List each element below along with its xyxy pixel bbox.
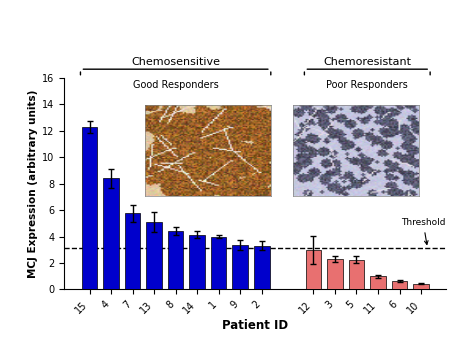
Text: Threshold: Threshold [400, 218, 444, 245]
X-axis label: Patient ID: Patient ID [222, 319, 288, 332]
Bar [146, 222, 162, 289]
Bar [348, 260, 364, 289]
Text: Chemosensitive: Chemosensitive [131, 57, 220, 67]
Bar [326, 259, 342, 289]
Text: Good Responders: Good Responders [133, 80, 218, 90]
Bar [103, 178, 118, 289]
Bar [124, 213, 140, 289]
Bar [305, 250, 320, 289]
Text: Poor Responders: Poor Responders [326, 80, 407, 90]
Bar [189, 234, 204, 289]
Y-axis label: MCJ Expression (arbitrary units): MCJ Expression (arbitrary units) [28, 89, 38, 278]
Bar [413, 283, 428, 289]
Bar [369, 276, 385, 289]
Bar [211, 237, 226, 289]
Bar [391, 281, 406, 289]
Bar [232, 245, 247, 289]
Bar [168, 231, 183, 289]
Text: Chemoresistant: Chemoresistant [323, 57, 410, 67]
Bar [253, 246, 269, 289]
Bar [82, 127, 97, 289]
